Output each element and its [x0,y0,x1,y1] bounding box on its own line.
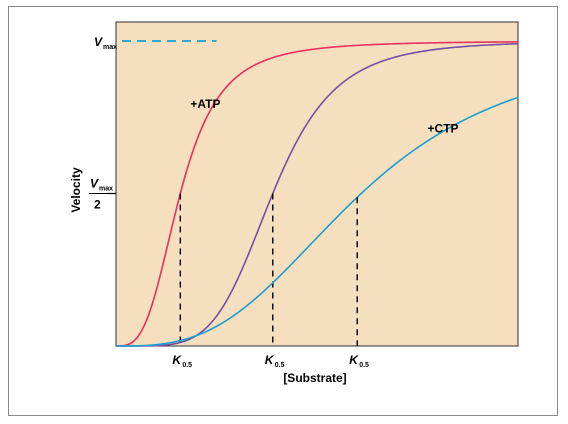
half-vmax-label-den: 2 [94,198,101,212]
k-half-sub-3: 0.5 [359,362,369,369]
k-half-sub-2: 0.5 [275,362,285,369]
y-axis-label: Velocity [69,167,83,213]
series-line-3 [116,96,519,347]
half-vmax-label: V [90,177,99,191]
k-half-label-1: K [172,353,182,367]
series-label-1: +ATP [190,97,220,111]
series-label-3: +CTP [428,122,459,136]
half-vmax-label-sub: max [99,186,113,193]
x-axis-label: [Substrate] [283,371,346,385]
k-half-sub-1: 0.5 [182,362,192,369]
series-line-1 [116,41,519,347]
vmax-label: V [94,35,103,49]
plot-area [115,21,519,347]
series-line-2 [116,42,519,347]
vmax-label-sub: max [103,44,117,51]
k-half-label-3: K [349,353,359,367]
k-half-label-2: K [265,353,275,367]
